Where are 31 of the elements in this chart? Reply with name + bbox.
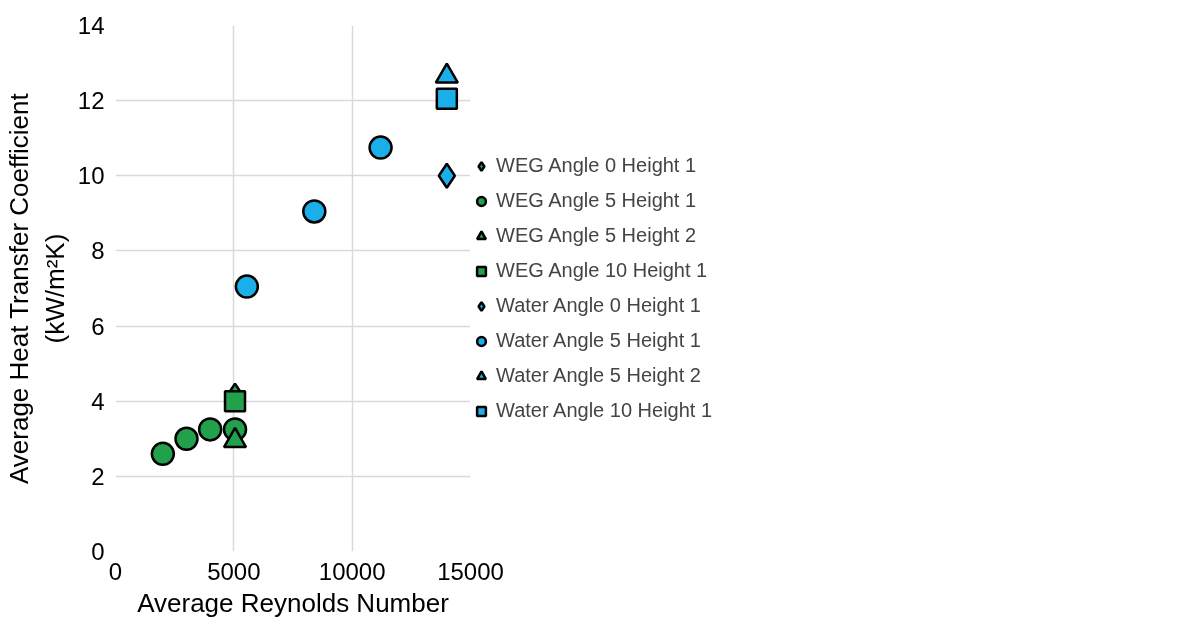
- point: [223, 389, 247, 413]
- point: [234, 274, 260, 299]
- point: [437, 162, 457, 190]
- y-tick-label: 2: [91, 462, 105, 490]
- x-axis-title: Average Reynolds Number: [137, 587, 450, 618]
- y-tick-label: 12: [77, 87, 105, 115]
- y-tick-label: 4: [91, 387, 105, 415]
- y-axis-title: Average Heat Transfer Coefficient (kW/m²K): [3, 92, 70, 485]
- point: [368, 135, 393, 160]
- legend-label: WEG Angle 0 Height 1: [496, 154, 697, 177]
- x-tick-label: 10000: [318, 557, 386, 585]
- legend-label: WEG Angle 10 Height 1: [496, 259, 708, 282]
- x-tick-label: 0: [108, 557, 123, 585]
- y-tick-label: 6: [91, 312, 105, 340]
- y-tick-label: 0: [91, 538, 105, 565]
- point: [150, 441, 176, 467]
- y-tick-label: 10: [77, 162, 105, 190]
- y-tick-label: 14: [77, 12, 105, 39]
- point: [302, 199, 327, 224]
- legend-label: Water Angle 5 Height 2: [496, 364, 701, 387]
- legend-label: WEG Angle 5 Height 1: [496, 189, 697, 212]
- legend-label: Water Angle 0 Height 1: [496, 294, 701, 317]
- point: [197, 417, 223, 442]
- legend-label: WEG Angle 5 Height 2: [496, 224, 697, 247]
- y-tick-label: 8: [91, 237, 105, 265]
- x-tick-label: 5000: [207, 557, 261, 585]
- x-tick-label: 15000: [437, 557, 504, 585]
- point: [435, 87, 459, 111]
- point: [174, 426, 199, 452]
- legend-label: Water Angle 10 Height 1: [496, 399, 713, 422]
- legend-label: Water Angle 5 Height 1: [496, 329, 701, 352]
